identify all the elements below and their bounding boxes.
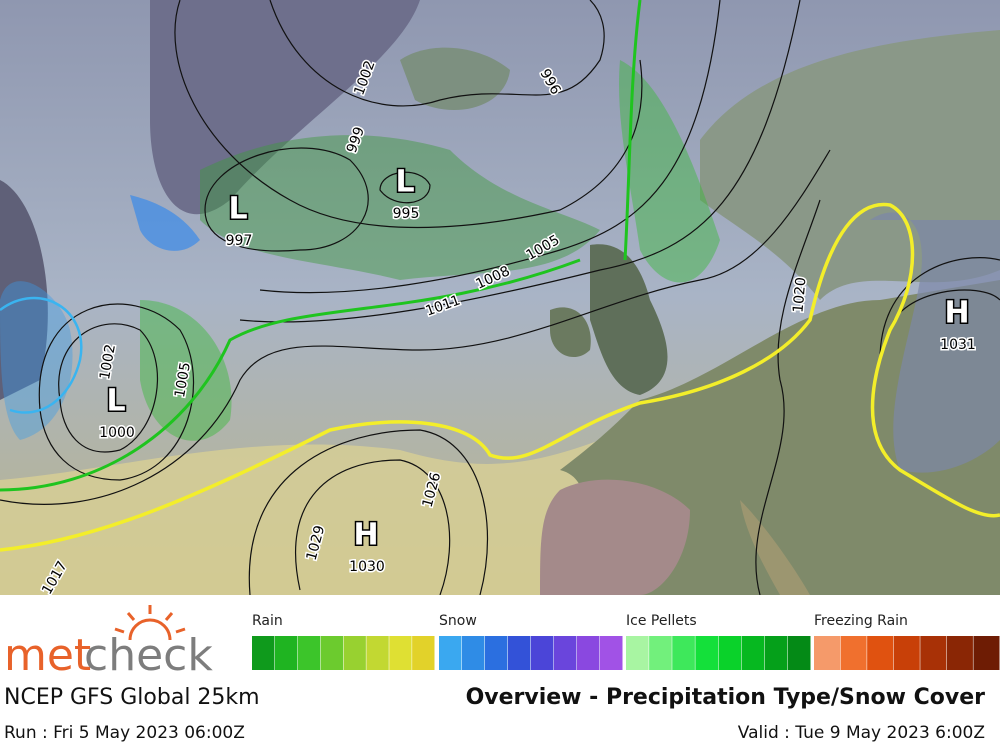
high-pressure-area (0, 440, 600, 595)
legend-swatch (946, 636, 973, 670)
freezing-level-line (0, 202, 1000, 552)
great-britain (590, 244, 668, 395)
legend-swatch (973, 636, 1000, 670)
sun-arc (128, 618, 172, 641)
legend-swatch (577, 636, 600, 670)
rain-area (619, 60, 720, 283)
pressure-value: 997 (226, 233, 253, 249)
legend-label: Snow (439, 613, 477, 629)
footer: met check Rain Snow Ice Pellets Freezing Ra… (0, 595, 1000, 749)
logo-met: met (4, 630, 91, 681)
legend-swatch (485, 636, 508, 670)
legend-swatch (840, 636, 867, 670)
legend-swatch (531, 636, 554, 670)
legend-swatch (439, 636, 462, 670)
legend-swatch (920, 636, 947, 670)
isobar (239, 0, 801, 323)
legend-label: Ice Pellets (626, 613, 697, 629)
isobar (259, 0, 721, 294)
footer-background (0, 595, 1000, 749)
pressure-symbol: L (106, 384, 125, 419)
snow-line (0, 296, 83, 414)
ireland (550, 307, 591, 358)
legend-swatch (695, 636, 718, 670)
map: L997L995L1000H1030H103110029999961005100… (0, 0, 1000, 599)
legend-swatch (672, 636, 695, 670)
pressure-value: 1030 (349, 559, 385, 575)
isobar (755, 199, 821, 596)
pressure-value: 995 (393, 206, 420, 222)
model-name: NCEP GFS Global 25km (4, 685, 260, 710)
iberia (540, 479, 690, 595)
front-line (0, 258, 581, 492)
run-time: Run : Fri 5 May 2023 06:00Z (4, 723, 245, 743)
legend-swatch (554, 636, 577, 670)
legend-swatch (274, 636, 298, 670)
isobar (204, 147, 369, 252)
front-line (623, 0, 642, 261)
pressure-value: 1000 (99, 425, 135, 441)
isobar (248, 429, 489, 596)
legend-swatch (366, 636, 389, 670)
pressure-symbol: L (395, 165, 414, 200)
legend-swatch (626, 636, 649, 670)
legend-label: Rain (252, 613, 283, 629)
isobar (269, 0, 605, 107)
legend-swatch (320, 636, 343, 670)
pressure-symbol: H (353, 518, 378, 553)
pressure-symbol: H (944, 296, 969, 331)
legend-swatch (718, 636, 742, 670)
legend-swatch (462, 636, 485, 670)
legend-swatch (389, 636, 412, 670)
isobar (58, 323, 159, 453)
legend: Rain Snow Ice Pellets Freezing Rain (252, 613, 1000, 670)
snow-area (130, 195, 200, 251)
sun-rays (114, 605, 186, 634)
isobar (174, 0, 643, 229)
legend-swatch (649, 636, 672, 670)
legend-swatch (252, 636, 275, 670)
logo-sun (114, 605, 186, 641)
legend-swatch (600, 636, 623, 670)
isobar (295, 459, 451, 596)
canada (0, 180, 48, 400)
isobars (0, 0, 1000, 596)
rain-area (140, 300, 232, 441)
pressure-value: 1031 (940, 337, 976, 353)
legend-swatch (412, 636, 435, 670)
chart-title: Overview - Precipitation Type/Snow Cover (466, 685, 986, 710)
legend-swatch (508, 636, 531, 670)
greenland (150, 0, 420, 215)
legend-swatch (893, 636, 920, 670)
isobar-label: 1020 (790, 277, 809, 314)
legend-swatch (787, 636, 811, 670)
legend-swatch (297, 636, 321, 670)
pressure-symbol: L (228, 192, 247, 227)
isobar (0, 149, 831, 505)
isobar (379, 171, 431, 204)
legend-label: Freezing Rain (814, 613, 908, 629)
logo-check: check (84, 630, 213, 681)
isobar (38, 303, 194, 481)
rain-area (200, 135, 600, 280)
legend-swatch (867, 636, 894, 670)
legend-swatch (814, 636, 841, 670)
legend-swatch (741, 636, 765, 670)
italy (740, 500, 810, 595)
legend-swatch (764, 636, 788, 670)
snow-cover (870, 212, 1000, 473)
valid-time: Valid : Tue 9 May 2023 6:00Z (738, 723, 985, 743)
snow-area (0, 281, 73, 440)
legend-swatch (343, 636, 366, 670)
